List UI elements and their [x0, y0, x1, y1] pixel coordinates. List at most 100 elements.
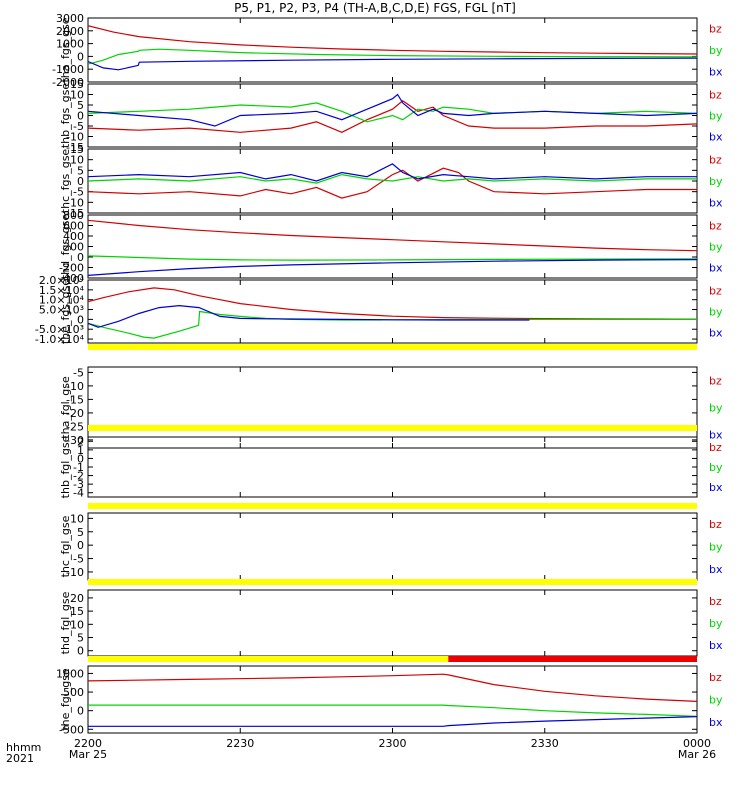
ytick-label: -1: [73, 461, 84, 474]
ytick-label: -4: [73, 487, 84, 500]
ytick-label: -10: [66, 131, 84, 144]
ytick-label: -5: [73, 186, 84, 199]
xtick-sublabel: Mar 25: [69, 748, 107, 761]
ytick-label: -500: [59, 723, 84, 736]
series-group: [88, 163, 697, 199]
panel-ylabel: thd_fgs_gse: [59, 214, 72, 280]
legend-bx: bx: [709, 327, 723, 340]
time-axis-label-year: 2021: [6, 752, 34, 765]
ytick-label: 1: [77, 444, 84, 457]
legend-bz: bz: [709, 89, 722, 102]
xtick-label: 2300: [379, 737, 407, 750]
panel-ylabel: thb_fgs_gse: [59, 83, 72, 149]
series-line-bx: [88, 304, 530, 328]
legend-bx: bx: [709, 131, 723, 144]
xtick-label: 2200: [74, 737, 102, 750]
ytick-label: -15: [66, 393, 84, 406]
series-line-bx: [88, 716, 697, 727]
flag-bar-2: [88, 425, 697, 431]
ytick-label: 500: [63, 686, 84, 699]
ytick-label: -10: [66, 566, 84, 579]
legend-bx: bx: [709, 639, 723, 652]
panel-ylabel: the_fgl_gse: [59, 668, 72, 731]
ytick-label: -20: [66, 407, 84, 420]
ytick-label: 0: [77, 50, 84, 63]
legend-bz: bz: [709, 154, 722, 167]
xtick-label: 2230: [226, 737, 254, 750]
ytick-label: -15: [66, 207, 84, 220]
flag-bar-4: [88, 579, 697, 585]
ytick-label: 10: [70, 618, 84, 631]
ytick-label: -1000: [52, 63, 84, 76]
legend-bz: bz: [709, 285, 722, 298]
ytick-label: 3000: [56, 12, 84, 25]
ytick-label: 0: [77, 175, 84, 188]
ytick-label: -10: [66, 380, 84, 393]
panel-frame: [87, 589, 698, 657]
series-line-by: [88, 173, 697, 184]
series-group: [88, 219, 697, 276]
series-group: [88, 93, 697, 133]
series-line-bz: [88, 673, 697, 702]
ytick-label: 0: [77, 110, 84, 123]
legend-by: by: [709, 617, 723, 630]
panel-ylabel: tha_fgl_gse: [59, 376, 72, 439]
ytick-label: 0: [77, 251, 84, 264]
ytick-label: 15: [70, 78, 84, 91]
ytick-label: 1000: [56, 38, 84, 51]
flag-bar-5: [88, 656, 449, 662]
ytick-label: 800: [63, 209, 84, 222]
series-line-bz: [88, 219, 697, 252]
panel-ylabel: the_fgs_gse: [59, 279, 72, 344]
legend-by: by: [709, 461, 723, 474]
ytick-label: 10: [70, 89, 84, 102]
ytick-label: 5: [77, 632, 84, 645]
ytick-label: -1.0×10⁴: [35, 333, 85, 346]
series-line-bx: [88, 57, 697, 71]
ytick-label: -10: [66, 196, 84, 209]
ytick-label: -5: [73, 553, 84, 566]
legend-bx: bx: [709, 563, 723, 576]
series-line-by: [88, 48, 697, 65]
series-line-by: [88, 310, 697, 339]
legend-by: by: [709, 44, 723, 57]
xtick-sublabel: Mar 26: [678, 748, 716, 761]
xtick-label: 2330: [531, 737, 559, 750]
series-line-bz: [88, 167, 697, 199]
ytick-label: -5: [73, 366, 84, 379]
ytick-label: -400: [59, 272, 84, 285]
legend-bz: bz: [709, 23, 722, 36]
legend-by: by: [709, 694, 723, 707]
panel-frame: [87, 512, 698, 581]
legend-bx: bx: [709, 716, 723, 729]
legend-bx: bx: [709, 481, 723, 494]
legend-bz: bz: [709, 220, 722, 233]
ytick-label: 0: [77, 452, 84, 465]
ytick-label: -25: [66, 420, 84, 433]
ytick-label: 20: [70, 592, 84, 605]
legend-by: by: [709, 306, 723, 319]
ytick-label: 600: [63, 220, 84, 233]
legend-by: by: [709, 241, 723, 254]
time-axis-label-hhmm: hhmm: [6, 741, 42, 754]
legend-bx: bx: [709, 196, 723, 209]
ytick-label: 10: [70, 512, 84, 525]
panel-frame: [87, 279, 698, 344]
legend-by: by: [709, 175, 723, 188]
ytick-label: 2.0×10⁴: [39, 274, 85, 287]
ytick-label: 2: [77, 435, 84, 448]
ytick-label: 0: [77, 539, 84, 552]
legend-bz: bz: [709, 595, 722, 608]
ytick-label: 10: [70, 154, 84, 167]
legend-bz: bz: [709, 671, 722, 684]
panel-frame: [87, 214, 698, 279]
panel-ylabel: thb_fgl_gse: [59, 435, 72, 498]
ytick-label: 15: [70, 605, 84, 618]
